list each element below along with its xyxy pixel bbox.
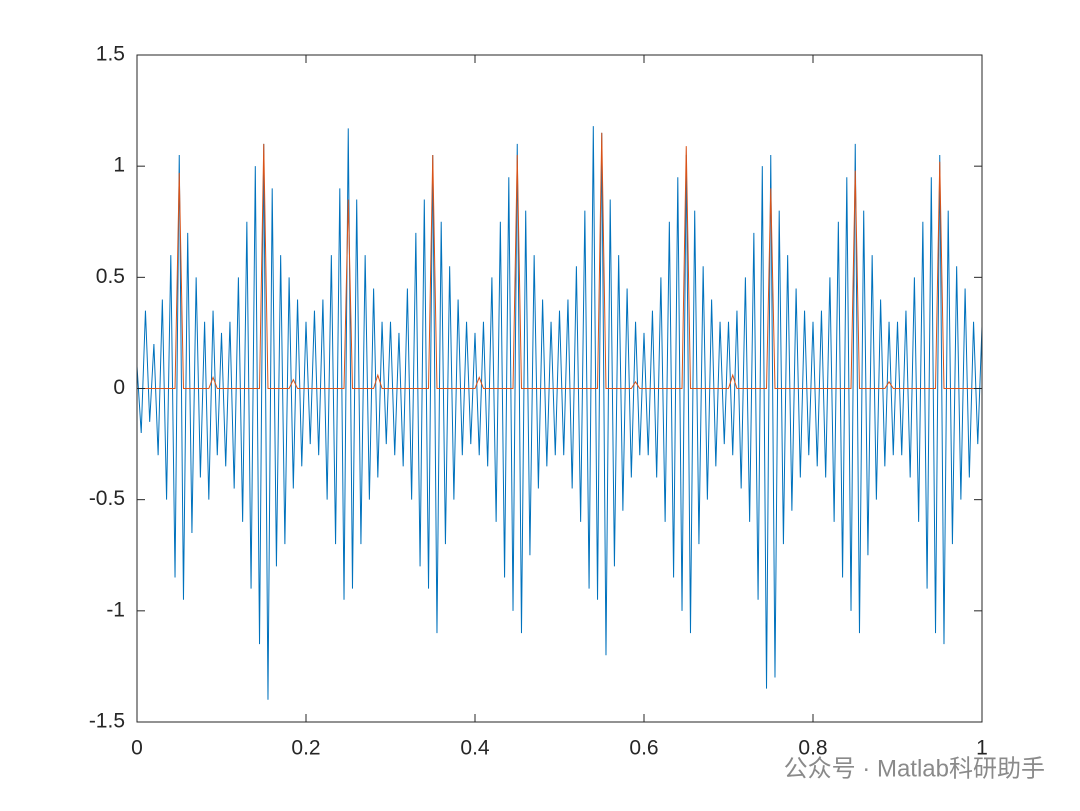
y-tick-label: -0.5 <box>89 487 125 510</box>
x-tick-label: 0 <box>131 737 143 760</box>
y-tick-label: -1 <box>106 598 125 621</box>
x-tick-label: 0.2 <box>291 737 320 760</box>
y-tick-label: 0 <box>113 376 125 399</box>
x-tick-label: 0.6 <box>629 737 658 760</box>
y-tick-label: 1 <box>113 154 125 177</box>
watermark: 公众号 · Matlab科研助手 <box>784 755 1045 782</box>
x-tick-label: 1 <box>976 737 988 760</box>
y-tick-label: 0.5 <box>96 265 125 288</box>
x-tick-label: 0.4 <box>460 737 490 760</box>
y-tick-label: 1.5 <box>96 43 125 66</box>
line-series <box>136 126 983 700</box>
line-series <box>137 132 982 389</box>
y-tick-label: -1.5 <box>89 710 125 733</box>
x-tick-label: 0.8 <box>798 737 827 760</box>
